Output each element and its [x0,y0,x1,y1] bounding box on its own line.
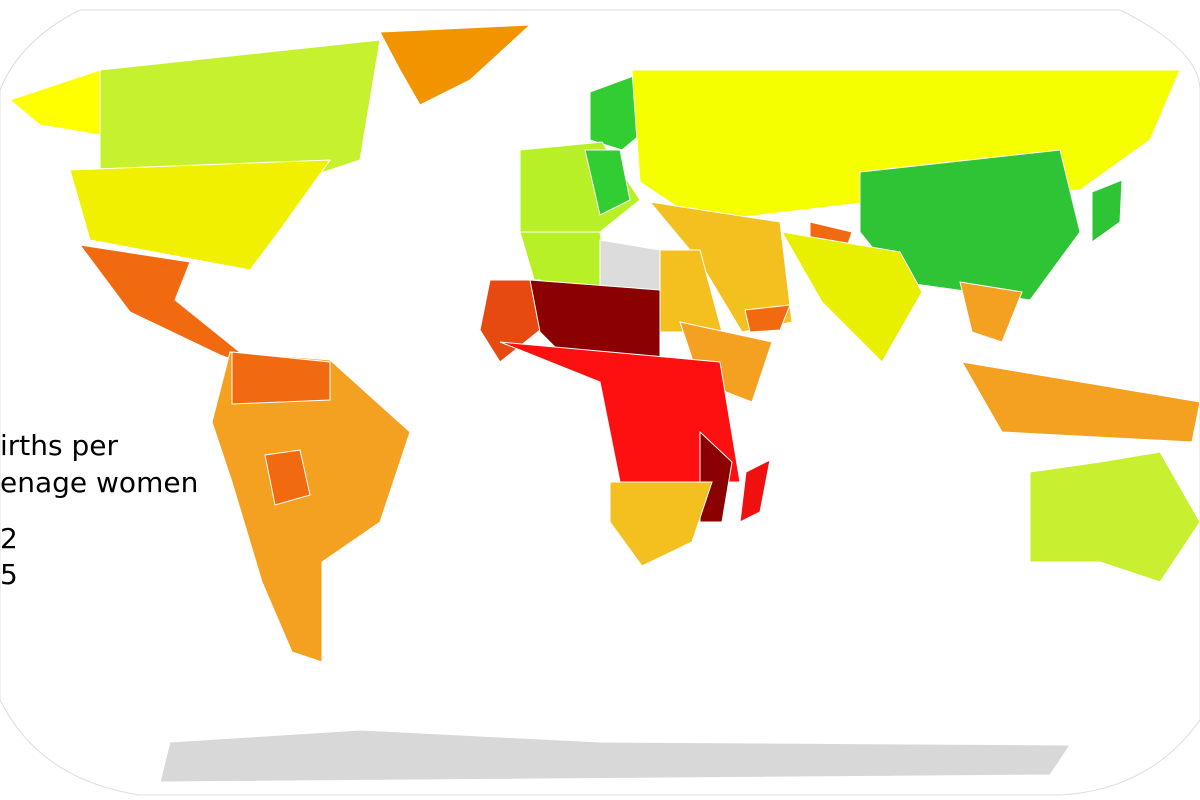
australia [1029,451,1200,583]
china [859,149,1081,301]
canada [99,39,381,181]
bolivia [264,449,311,506]
greenland [379,24,532,106]
southeast-asia [959,281,1023,343]
usa [69,159,331,271]
indonesia [961,361,1200,443]
southern-africa [609,481,713,567]
map-outline [0,9,1200,796]
northern-south-america [231,351,331,405]
south-america [211,351,411,663]
countries [8,24,1200,783]
madagascar [739,459,771,523]
legend-entry: 5 [0,558,18,591]
south-asia [781,231,923,363]
yemen [744,304,791,333]
legend: irths per enage women 2 5 [0,429,198,591]
legend-title-line: irths per [0,429,119,462]
legend-entry: 2 [0,522,18,555]
alaska [8,69,101,136]
central-europe [584,149,631,216]
legend-title-line: enage women [0,466,198,499]
antarctica [159,729,1071,783]
japan [1091,179,1123,243]
